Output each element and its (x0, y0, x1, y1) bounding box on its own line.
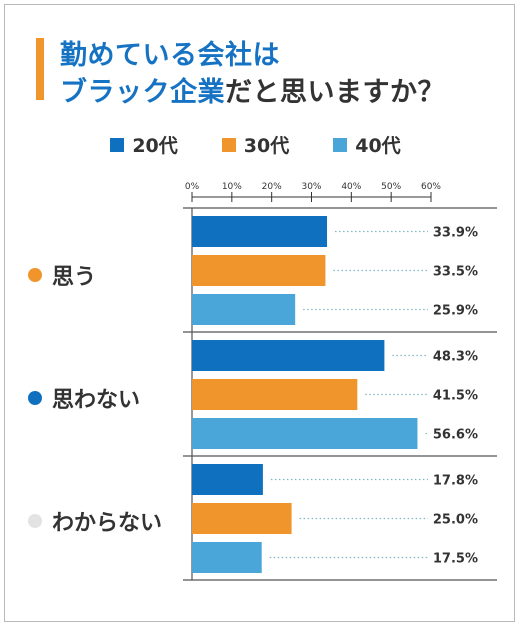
title-accent-bar (36, 38, 44, 100)
category-text-omou: 思う (52, 265, 97, 290)
legend-label-20s: 20代 (132, 135, 178, 157)
value-label-2-0: 17.8% (433, 474, 478, 489)
value-label-0-1: 33.5% (433, 265, 478, 280)
bar-2-2 (192, 542, 262, 573)
value-label-2-2: 17.5% (433, 552, 478, 567)
category-dot-omou (28, 268, 42, 282)
chart-title-line1: 勤めている会社は (60, 33, 280, 72)
value-label-1-2: 56.6% (433, 428, 478, 443)
bar-0-2 (192, 294, 296, 325)
title-rest-text: だと思いますか？ (225, 77, 445, 108)
value-label-0-2: 25.9% (433, 304, 478, 319)
category-dot-omowanai (28, 391, 42, 405)
category-label-omowanai: 思わない (28, 382, 140, 414)
value-label-0-0: 33.9% (433, 226, 478, 241)
x-tick-label-2: 20% (262, 182, 282, 192)
bar-2-0 (192, 464, 263, 495)
legend-item-20s: 20代 (110, 131, 178, 158)
bar-1-1 (192, 379, 358, 410)
legend-swatch-40s (333, 137, 348, 152)
bar-0-1 (192, 255, 326, 286)
category-label-omou: 思う (28, 259, 96, 291)
chart-title-line2: ブラック企業だと思いますか？ (60, 70, 445, 109)
bar-1-0 (192, 340, 385, 371)
bar-0-0 (192, 216, 328, 247)
bar-1-2 (192, 418, 418, 449)
value-label-2-1: 25.0% (433, 513, 478, 528)
title-line1-text: 勤めている会社は (60, 40, 280, 71)
title-highlight-text: ブラック企業 (60, 77, 225, 108)
legend-item-40s: 40代 (333, 131, 401, 158)
legend-item-30s: 30代 (221, 131, 290, 158)
category-label-wakaranai: わからない (28, 505, 162, 537)
x-tick-label-4: 40% (341, 182, 361, 192)
legend-swatch-30s (221, 137, 236, 152)
x-tick-label-0: 0% (185, 182, 200, 192)
legend-label-30s: 30代 (243, 135, 290, 157)
x-tick-label-6: 60% (421, 182, 441, 192)
bar-2-1 (192, 503, 292, 534)
x-tick-label-1: 10% (222, 182, 242, 192)
x-tick-label-3: 30% (301, 182, 321, 192)
category-text-omowanai: 思わない (52, 388, 141, 413)
value-label-1-1: 41.5% (433, 389, 478, 404)
category-text-wakaranai: わからない (52, 511, 163, 536)
legend: 20代 30代 40代 (0, 131, 511, 158)
value-label-1-0: 48.3% (433, 350, 478, 365)
category-dot-wakaranai (28, 514, 42, 528)
legend-swatch-20s (110, 137, 125, 152)
legend-label-40s: 40代 (355, 135, 401, 157)
x-tick-label-5: 50% (381, 182, 401, 192)
